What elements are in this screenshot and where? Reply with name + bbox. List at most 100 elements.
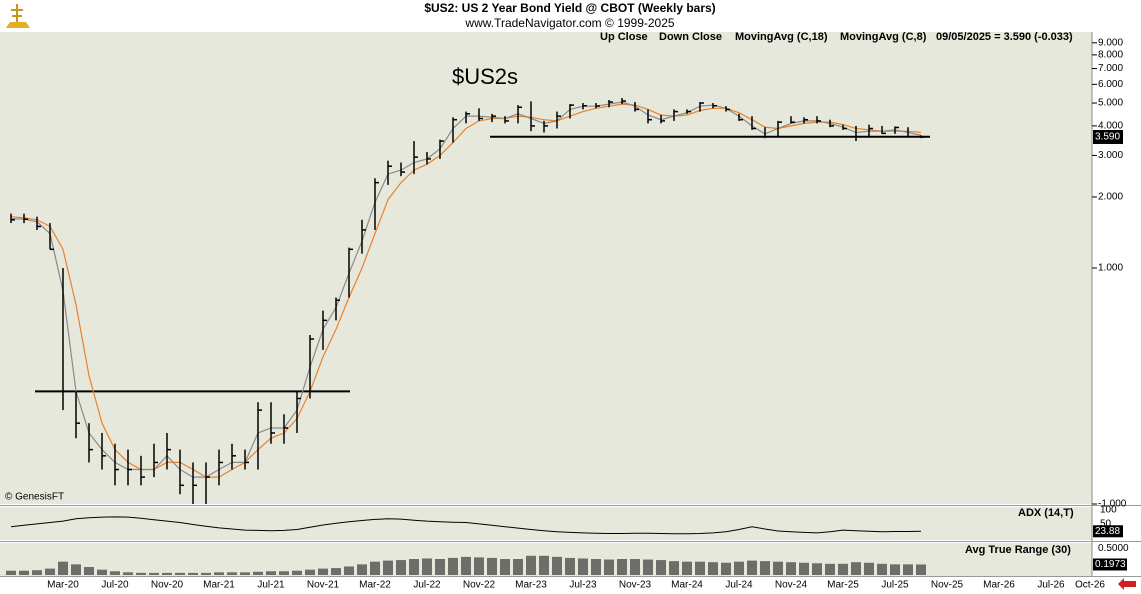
atr-bar — [214, 572, 224, 575]
x-tick-label: Mar-20 — [47, 580, 79, 591]
watermark: $US2s — [452, 64, 518, 89]
atr-bar — [383, 560, 393, 575]
y-tick-label: 9.000 — [1098, 37, 1123, 48]
atr-bar — [630, 559, 640, 575]
atr-bar — [188, 572, 198, 575]
last-value-label: 0.1973 — [1095, 559, 1126, 570]
x-tick-label: Jul-26 — [1037, 580, 1065, 591]
atr-bar — [773, 561, 783, 575]
x-tick-label: Nov-22 — [463, 580, 496, 591]
atr-bar — [448, 557, 458, 575]
atr-bar — [539, 555, 549, 575]
atr-bar — [71, 564, 81, 575]
x-tick-label: Nov-24 — [775, 580, 808, 591]
y-tick-label: 4.000 — [1098, 121, 1123, 132]
atr-bar — [552, 556, 562, 575]
x-tick-label: Jul-21 — [257, 580, 285, 591]
legend-entry: MovingAvg (C,8) — [840, 31, 927, 43]
atr-bar — [682, 561, 692, 575]
atr-bar — [357, 564, 367, 575]
x-tick-label: Mar-21 — [203, 580, 235, 591]
scroll-arrow[interactable] — [1118, 578, 1136, 590]
legend-entry: Down Close — [659, 31, 722, 43]
panel-title: ADX (14,T) — [1018, 507, 1074, 519]
atr-bar — [708, 562, 718, 575]
legend-entry: Up Close — [600, 31, 648, 43]
y-tick-label: 2.000 — [1098, 192, 1123, 203]
y-tick-label: 1.000 — [1098, 263, 1123, 274]
last-value-label: 23.88 — [1095, 526, 1120, 537]
atr-bar — [825, 563, 835, 575]
last-value-tag — [1093, 558, 1127, 571]
atr-bar — [695, 561, 705, 575]
chart-title: $US2: US 2 Year Bond Yield @ CBOT (Weekl… — [424, 1, 715, 15]
atr-bar — [227, 572, 237, 575]
x-tick-label: Nov-23 — [619, 580, 652, 591]
chart-subtitle: www.TradeNavigator.com © 1999-2025 — [464, 16, 674, 30]
atr-bar — [513, 559, 523, 575]
status-text: 09/05/2025 = 3.590 (-0.033) — [936, 31, 1073, 43]
atr-bar — [292, 570, 302, 575]
atr-bar — [45, 568, 55, 575]
atr-bar — [916, 564, 926, 575]
x-tick-label: Mar-25 — [827, 580, 859, 591]
atr-bar — [617, 559, 627, 575]
atr-bar — [162, 572, 172, 575]
atr-bar — [6, 570, 16, 575]
atr-bar — [799, 562, 809, 575]
atr-bar — [669, 561, 679, 575]
y-tick-label: 6.000 — [1098, 79, 1123, 90]
atr-bar — [305, 569, 315, 575]
atr-bar — [370, 561, 380, 575]
y-tick-label: 7.000 — [1098, 63, 1123, 74]
atr-bar — [838, 563, 848, 575]
adx-panel — [0, 507, 1092, 540]
atr-bar — [110, 571, 120, 575]
atr-bar — [500, 559, 510, 575]
atr-bar — [123, 572, 133, 575]
atr-bar — [786, 562, 796, 575]
y-tick-label: -1.000 — [1098, 499, 1127, 510]
atr-bar — [604, 559, 614, 575]
logo — [6, 4, 30, 28]
atr-bar — [409, 559, 419, 575]
atr-bar — [136, 572, 146, 575]
atr-bar — [565, 557, 575, 575]
atr-bar — [422, 558, 432, 575]
atr-bar — [331, 568, 341, 575]
atr-bar — [149, 572, 159, 575]
x-tick-label: Mar-22 — [359, 580, 391, 591]
y-tick-label: 3.000 — [1098, 150, 1123, 161]
y-tick-label: 100 — [1100, 504, 1117, 515]
y-tick-label: 8.000 — [1098, 50, 1123, 61]
atr-bar — [474, 557, 484, 575]
last-price-tag — [1093, 129, 1123, 144]
atr-bar — [760, 561, 770, 575]
atr-bar — [58, 561, 68, 575]
atr-bar — [19, 570, 29, 575]
x-tick-label: Oct-26 — [1075, 580, 1105, 591]
credit: © GenesisFT — [5, 492, 64, 503]
atr-bar — [253, 571, 263, 575]
atr-bar — [435, 559, 445, 575]
atr-bar — [279, 571, 289, 575]
atr-bar — [318, 568, 328, 575]
atr-bar — [240, 572, 250, 575]
atr-bar — [201, 572, 211, 575]
y-tick-label: 50 — [1100, 519, 1112, 530]
price-panel — [0, 32, 1092, 504]
atr-bar — [643, 559, 653, 575]
atr-bar — [175, 572, 185, 575]
atr-bar — [812, 563, 822, 575]
moving-average — [10, 103, 922, 478]
x-tick-label: Jul-24 — [725, 580, 753, 591]
atr-bar — [396, 560, 406, 575]
x-tick-label: Jul-23 — [569, 580, 597, 591]
atr-bar — [656, 560, 666, 575]
atr-bar — [734, 561, 744, 575]
last-price-label: 3.590 — [1095, 132, 1120, 143]
x-tick-label: Mar-23 — [515, 580, 547, 591]
atr-bar — [591, 559, 601, 575]
atr-bar — [747, 560, 757, 575]
